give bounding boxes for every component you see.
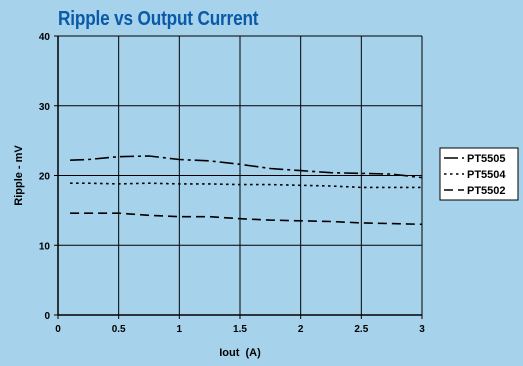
legend-label-pt5502: PT5502 bbox=[467, 185, 506, 197]
series-line-pt5502 bbox=[70, 212, 423, 226]
x-axis-label: Iout (A) bbox=[219, 347, 261, 359]
x-tick-label: 1.5 bbox=[233, 324, 247, 335]
series-line-pt5505 bbox=[70, 155, 423, 179]
y-tick-label: 0 bbox=[44, 311, 50, 322]
series-line-pt5504 bbox=[70, 182, 422, 189]
chart-title: Ripple vs Output Current bbox=[58, 8, 259, 30]
legend-box bbox=[439, 147, 519, 201]
x-tick-label: 1 bbox=[177, 324, 183, 335]
x-tick-label: 2 bbox=[298, 324, 304, 335]
y-tick-label: 30 bbox=[39, 102, 51, 113]
legend-label-pt5505: PT5505 bbox=[467, 153, 506, 165]
x-tick-label: 2.5 bbox=[354, 324, 368, 335]
y-tick-label: 20 bbox=[39, 172, 51, 183]
y-tick-label: 40 bbox=[39, 32, 51, 43]
y-tick-label: 10 bbox=[39, 241, 51, 252]
x-tick-label: 0.5 bbox=[112, 324, 126, 335]
x-tick-label: 3 bbox=[419, 324, 425, 335]
legend-label-pt5504: PT5504 bbox=[467, 169, 506, 181]
y-axis-label: Ripple - mV bbox=[13, 145, 25, 206]
x-tick-label: 0 bbox=[55, 324, 61, 335]
